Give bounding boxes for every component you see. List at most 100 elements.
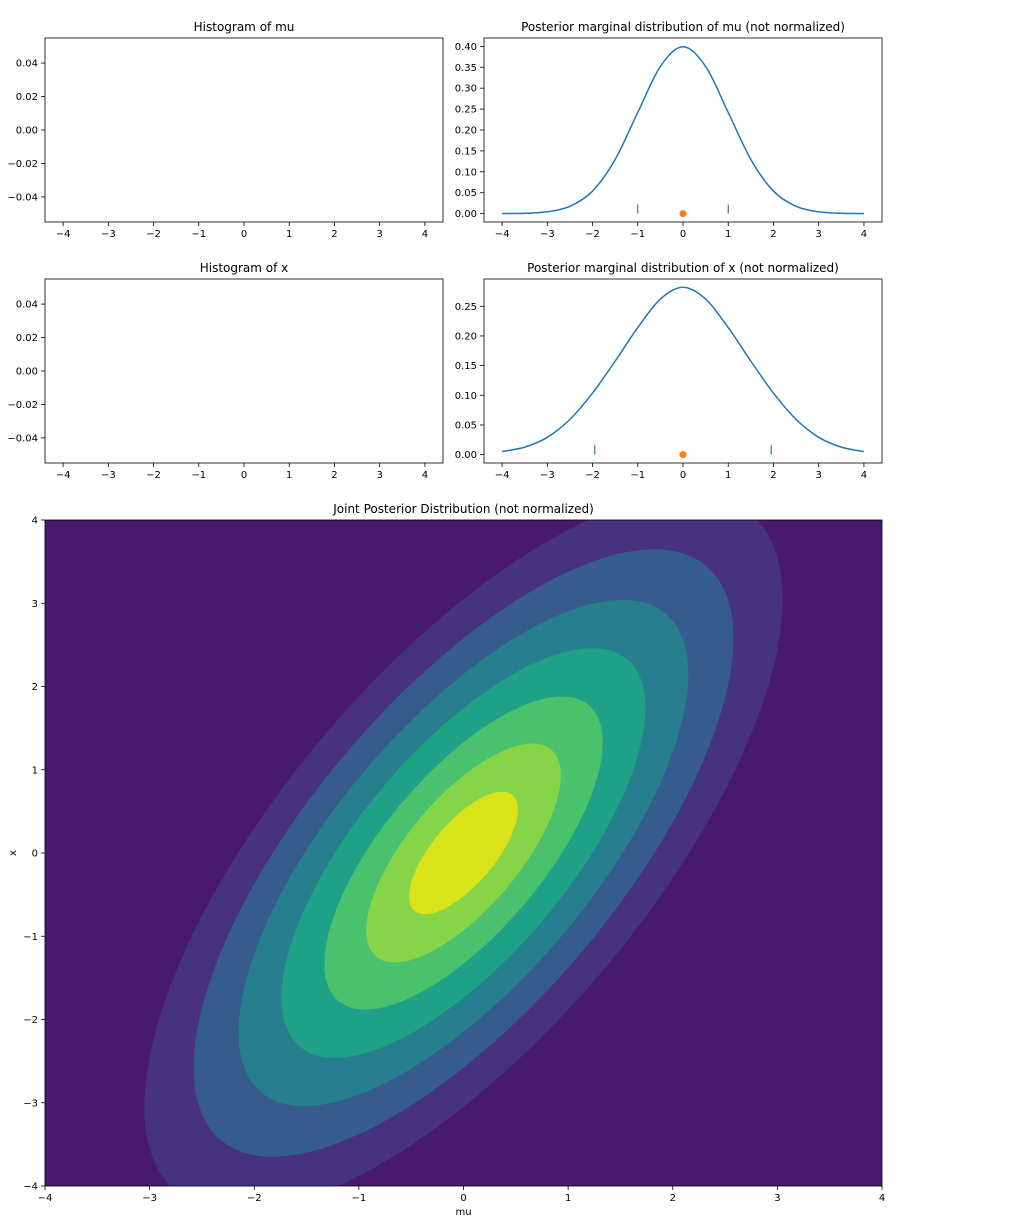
x-tick-label: −1 bbox=[191, 470, 206, 481]
x-tick-label: 1 bbox=[725, 470, 731, 481]
y-tick-label: −0.02 bbox=[7, 400, 38, 411]
chart-title: Histogram of x bbox=[200, 261, 289, 275]
x-tick-label: −2 bbox=[146, 470, 161, 481]
x-tick-label: 3 bbox=[376, 229, 382, 240]
x-tick-label: −2 bbox=[585, 229, 600, 240]
x-tick-label: −3 bbox=[101, 470, 116, 481]
y-tick-label: −0.04 bbox=[7, 192, 38, 203]
x-tick-label: −4 bbox=[495, 229, 510, 240]
y-tick-label: 0.00 bbox=[455, 450, 477, 461]
contour-plot bbox=[45, 520, 882, 1186]
y-tick-label: 1 bbox=[32, 765, 38, 776]
y-tick-label: 0.00 bbox=[16, 126, 38, 137]
x-tick-label: 3 bbox=[376, 470, 382, 481]
x-tick-label: −3 bbox=[540, 229, 555, 240]
axes-frame bbox=[483, 37, 883, 223]
y-tick-label: 0 bbox=[32, 849, 38, 860]
y-tick-label: 0.25 bbox=[455, 105, 477, 116]
y-tick-label: 0.02 bbox=[16, 92, 38, 103]
y-tick-label: 0.35 bbox=[455, 63, 477, 74]
y-axis-label: x bbox=[8, 850, 19, 856]
y-tick-label: −1 bbox=[23, 932, 38, 943]
x-tick-label: −2 bbox=[585, 470, 600, 481]
y-tick-label: −0.02 bbox=[7, 159, 38, 170]
chart-title: Posterior marginal distribution of mu (n… bbox=[521, 20, 845, 34]
x-tick-label: −4 bbox=[495, 470, 510, 481]
y-tick-label: 4 bbox=[32, 516, 38, 527]
panel-joint: Joint Posterior Distribution (not normal… bbox=[8, 502, 885, 1218]
data-point bbox=[679, 210, 687, 218]
y-tick-label: 0.20 bbox=[455, 126, 477, 137]
chart-title: Joint Posterior Distribution (not normal… bbox=[332, 502, 594, 516]
x-tick-label: 4 bbox=[861, 470, 867, 481]
y-tick-label: 0.00 bbox=[16, 367, 38, 378]
y-tick-label: 0.04 bbox=[16, 59, 38, 70]
x-tick-label: −3 bbox=[142, 1193, 157, 1204]
axes-frame bbox=[44, 519, 883, 1187]
x-tick-label: −3 bbox=[540, 470, 555, 481]
panel-post-mu: Posterior marginal distribution of mu (n… bbox=[455, 20, 883, 240]
y-tick-label: 0.15 bbox=[455, 146, 477, 157]
y-tick-label: 0.05 bbox=[455, 188, 477, 199]
x-tick-label: 0 bbox=[241, 470, 247, 481]
x-tick-label: 1 bbox=[725, 229, 731, 240]
y-tick-label: −3 bbox=[23, 1098, 38, 1109]
y-tick-label: 3 bbox=[32, 599, 38, 610]
y-tick-label: 0.02 bbox=[16, 333, 38, 344]
x-tick-label: 4 bbox=[861, 229, 867, 240]
y-tick-label: 0.30 bbox=[455, 84, 477, 95]
x-tick-label: −2 bbox=[247, 1193, 262, 1204]
y-tick-label: −2 bbox=[23, 1015, 38, 1026]
x-tick-label: 3 bbox=[774, 1193, 780, 1204]
x-tick-label: 2 bbox=[670, 1193, 676, 1204]
x-tick-label: −4 bbox=[56, 229, 71, 240]
panel-hist-mu: Histogram of mu −4 −3 −2 −1 0 1 2 3 4 −0.04 −0.02 0.… bbox=[7, 20, 444, 240]
x-tick-label: −4 bbox=[56, 470, 71, 481]
y-tick-label: −4 bbox=[23, 1182, 38, 1193]
x-tick-label: 1 bbox=[565, 1193, 571, 1204]
axes-frame bbox=[483, 278, 883, 464]
x-axis-label: mu bbox=[455, 1207, 471, 1218]
x-tick-label: 3 bbox=[815, 229, 821, 240]
x-tick-label: 2 bbox=[770, 229, 776, 240]
y-tick-label: 2 bbox=[32, 682, 38, 693]
axes-frame bbox=[44, 37, 444, 223]
series-line bbox=[502, 46, 864, 215]
chart-title: Posterior marginal distribution of x (no… bbox=[527, 261, 839, 275]
y-tick-label: 0.40 bbox=[455, 42, 477, 53]
y-tick-label: 0.15 bbox=[455, 361, 477, 372]
x-tick-label: −3 bbox=[101, 229, 116, 240]
x-tick-label: 1 bbox=[286, 229, 292, 240]
y-tick-label: 0.20 bbox=[455, 331, 477, 342]
x-tick-label: 0 bbox=[241, 229, 247, 240]
x-tick-label: 0 bbox=[680, 229, 686, 240]
y-tick-label: 0.25 bbox=[455, 302, 477, 313]
data-point bbox=[679, 451, 687, 459]
x-tick-label: 2 bbox=[331, 470, 337, 481]
x-tick-label: −1 bbox=[630, 229, 645, 240]
x-tick-label: 4 bbox=[422, 470, 428, 481]
x-tick-label: 2 bbox=[331, 229, 337, 240]
x-tick-label: 4 bbox=[422, 229, 428, 240]
x-tick-label: 4 bbox=[879, 1193, 885, 1204]
y-tick-label: 0.04 bbox=[16, 300, 38, 311]
panel-hist-x: Histogram of x −4 −3 −2 −1 0 1 2 3 4 −0.04 −0.02 0.0… bbox=[7, 261, 444, 481]
x-tick-label: −4 bbox=[38, 1193, 53, 1204]
x-tick-label: 0 bbox=[460, 1193, 466, 1204]
x-tick-label: 2 bbox=[770, 470, 776, 481]
x-tick-label: 1 bbox=[286, 470, 292, 481]
chart-title: Histogram of mu bbox=[194, 20, 295, 34]
x-tick-label: 0 bbox=[680, 470, 686, 481]
y-tick-label: 0.10 bbox=[455, 167, 477, 178]
x-tick-label: 3 bbox=[815, 470, 821, 481]
x-tick-label: −1 bbox=[352, 1193, 367, 1204]
y-tick-label: 0.00 bbox=[455, 209, 477, 220]
x-tick-label: −1 bbox=[630, 470, 645, 481]
axes-frame bbox=[44, 278, 444, 464]
y-tick-label: 0.05 bbox=[455, 420, 477, 431]
panel-post-x: Posterior marginal distribution of x (no… bbox=[455, 261, 883, 481]
series-line bbox=[501, 286, 865, 453]
y-tick-label: 0.10 bbox=[455, 391, 477, 402]
x-tick-label: −1 bbox=[191, 229, 206, 240]
